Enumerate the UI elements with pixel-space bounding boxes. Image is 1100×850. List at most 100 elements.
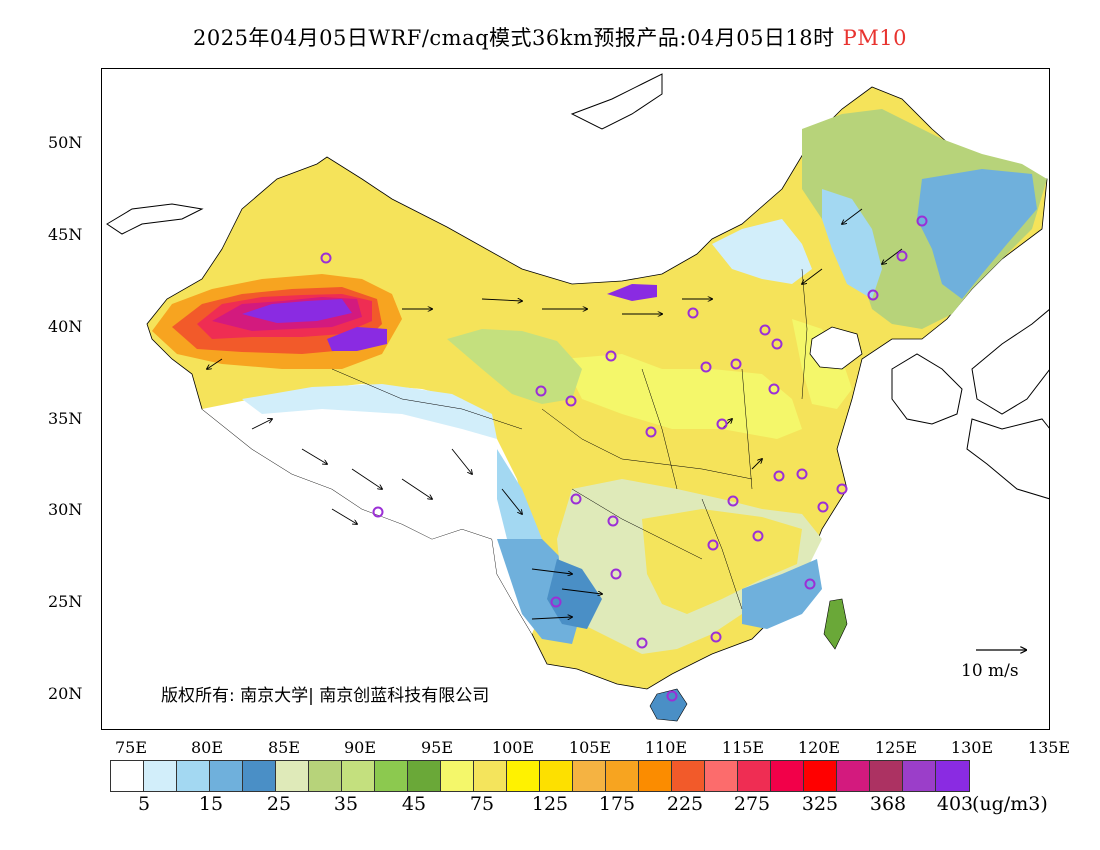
colorbar-swatch (672, 761, 705, 791)
city-marker (804, 578, 816, 590)
colorbar-swatch (309, 761, 342, 791)
colorbar-swatch (837, 761, 870, 791)
city-marker (796, 468, 808, 480)
lat-label-25n: 25N (48, 592, 83, 611)
colorbar-swatch (639, 761, 672, 791)
colorbar-swatch (606, 761, 639, 791)
colorbar-units: (ug/m3) (972, 793, 1048, 815)
city-marker (666, 690, 678, 702)
city-marker (687, 307, 699, 319)
city-marker (535, 385, 547, 397)
lat-label-20n: 20N (48, 684, 83, 703)
city-marker (727, 495, 739, 507)
colorbar-swatch (738, 761, 771, 791)
colorbar-label: 15 (198, 793, 224, 815)
colorbar-label: 5 (137, 793, 151, 815)
city-marker (771, 338, 783, 350)
lat-label-35n: 35N (48, 409, 83, 428)
colorbar-label: 325 (801, 793, 839, 815)
colorbar-swatch (441, 761, 474, 791)
city-marker (916, 215, 928, 227)
colorbar-label: 75 (469, 793, 495, 815)
colorbar-label: 175 (598, 793, 636, 815)
colorbar-swatch (903, 761, 936, 791)
city-marker (372, 506, 384, 518)
city-marker (645, 426, 657, 438)
city-marker (607, 515, 619, 527)
colorbar-swatch (243, 761, 276, 791)
colorbar (110, 760, 970, 792)
colorbar-label: 368 (869, 793, 907, 815)
colorbar-label: 403 (936, 793, 974, 815)
city-marker (730, 358, 742, 370)
city-marker (700, 361, 712, 373)
colorbar-swatch (573, 761, 606, 791)
colorbar-label: 125 (531, 793, 569, 815)
colorbar-swatch (210, 761, 243, 791)
city-marker (550, 596, 562, 608)
colorbar-swatch (507, 761, 540, 791)
lat-label-50n: 50N (48, 133, 83, 152)
wind-legend-label: 10 m/s (961, 661, 1019, 681)
colorbar-swatch (276, 761, 309, 791)
lon-label-110e: 110E (644, 738, 688, 757)
lon-label-80e: 80E (190, 738, 224, 757)
lon-label-125e: 125E (874, 738, 918, 757)
copyright-text: 版权所有: 南京大学| 南京创蓝科技有限公司 (161, 686, 490, 706)
city-marker (773, 470, 785, 482)
lat-label-45n: 45N (48, 225, 83, 244)
colorbar-swatch (936, 761, 969, 791)
lat-label-30n: 30N (48, 500, 83, 519)
colorbar-swatch (804, 761, 837, 791)
city-marker (896, 250, 908, 262)
city-marker (752, 530, 764, 542)
lon-label-130e: 130E (950, 738, 994, 757)
city-marker (716, 418, 728, 430)
colorbar-label: 35 (333, 793, 359, 815)
city-marker (565, 395, 577, 407)
lon-label-115e: 115E (721, 738, 765, 757)
map-frame (101, 68, 1050, 730)
city-marker (636, 637, 648, 649)
pm10-map (106, 73, 1049, 722)
city-marker (710, 631, 722, 643)
city-marker (768, 383, 780, 395)
colorbar-swatch (408, 761, 441, 791)
city-marker (320, 252, 332, 264)
lon-label-100e: 100E (491, 738, 535, 757)
lon-label-90e: 90E (343, 738, 377, 757)
colorbar-swatch (540, 761, 573, 791)
lon-label-75e: 75E (114, 738, 148, 757)
colorbar-swatch (144, 761, 177, 791)
colorbar-swatch (342, 761, 375, 791)
wind-vectors (207, 208, 903, 619)
colorbar-swatch (705, 761, 738, 791)
colorbar-label: 45 (401, 793, 427, 815)
lon-label-85e: 85E (267, 738, 301, 757)
lat-label-40n: 40N (48, 317, 83, 336)
city-marker (610, 568, 622, 580)
colorbar-label: 25 (266, 793, 292, 815)
colorbar-swatch (375, 761, 408, 791)
title-pollutant: PM10 (842, 26, 908, 50)
city-marker (707, 539, 719, 551)
colorbar-swatch (111, 761, 144, 791)
colorbar-swatch (870, 761, 903, 791)
title-main: 2025年04月05日WRF/cmaq模式36km预报产品:04月05日18时 (192, 26, 835, 50)
colorbar-label: 275 (733, 793, 771, 815)
colorbar-swatch (177, 761, 210, 791)
city-marker (759, 324, 771, 336)
lon-label-135e: 135E (1027, 738, 1071, 757)
city-marker (836, 483, 848, 495)
city-marker (817, 501, 829, 513)
city-markers (320, 215, 928, 702)
lon-label-120e: 120E (797, 738, 841, 757)
map-title: 2025年04月05日WRF/cmaq模式36km预报产品:04月05日18时 P… (0, 22, 1100, 52)
colorbar-swatch (771, 761, 804, 791)
colorbar-swatch (474, 761, 507, 791)
colorbar-label: 225 (666, 793, 704, 815)
city-marker (605, 350, 617, 362)
lon-label-95e: 95E (420, 738, 454, 757)
city-marker (867, 289, 879, 301)
city-marker (570, 493, 582, 505)
